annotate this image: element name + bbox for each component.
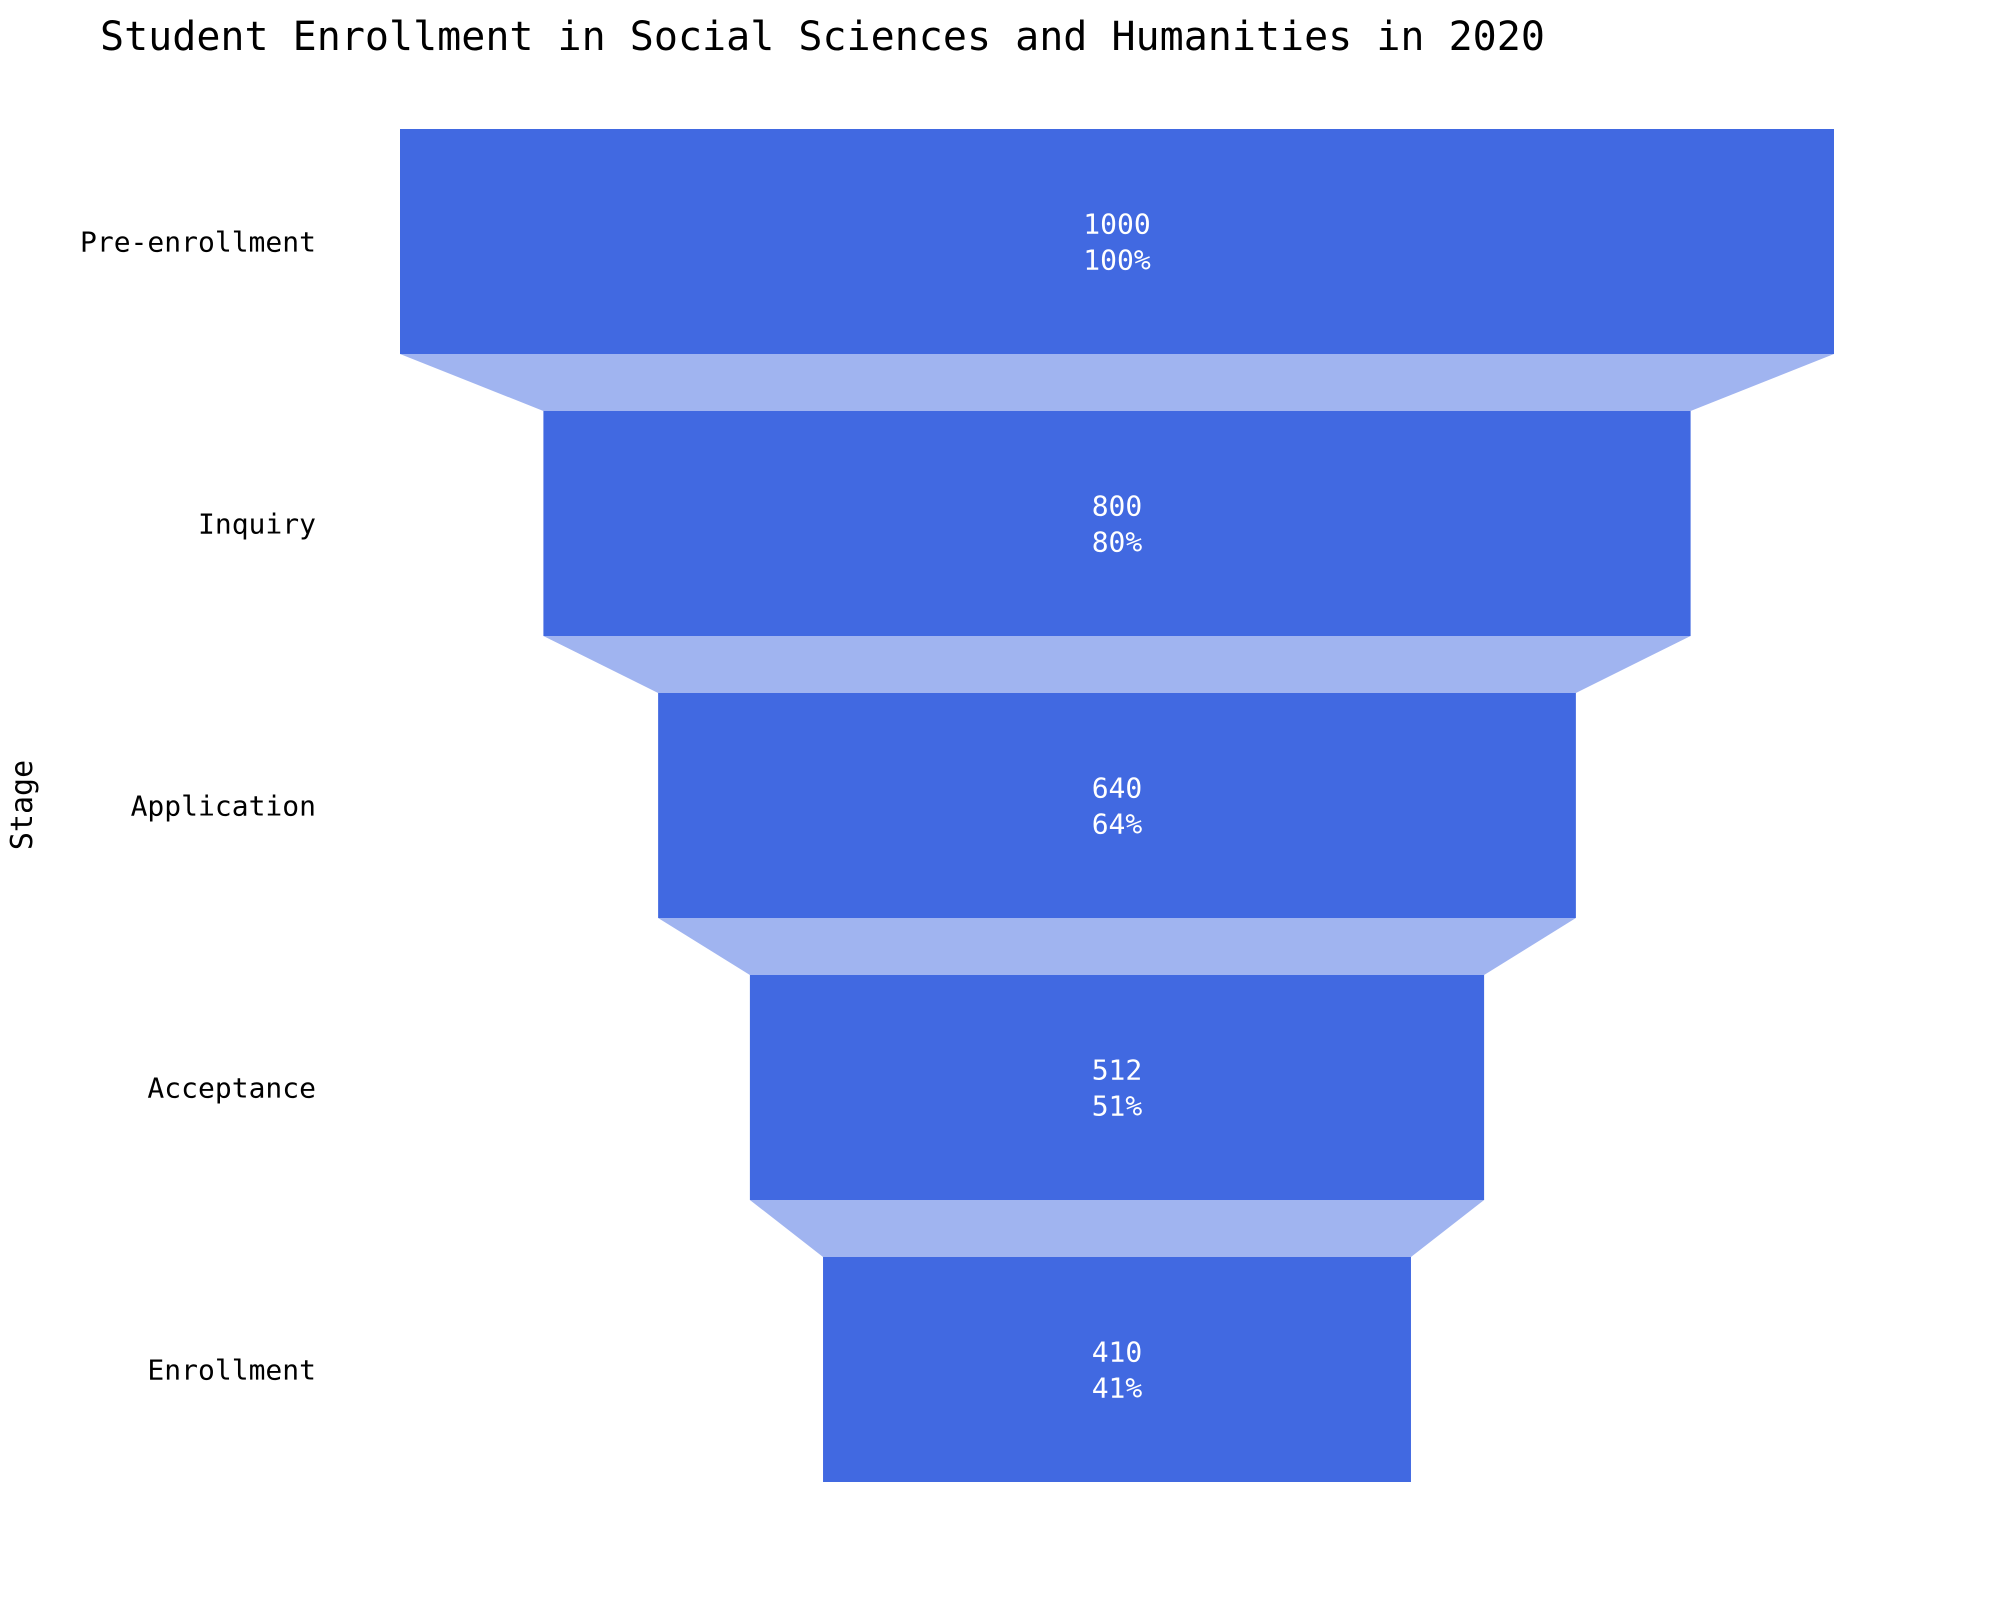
value-label: 512	[1092, 1054, 1143, 1087]
percent-label: 51%	[1092, 1090, 1143, 1123]
stage-tick-label: Acceptance	[147, 1072, 316, 1105]
funnel-bar	[400, 129, 1834, 354]
funnel-connector	[543, 636, 1691, 693]
percent-label: 80%	[1092, 526, 1143, 559]
funnel-bars	[400, 129, 1834, 1482]
funnel-connector	[749, 1200, 1485, 1257]
funnel-connector	[658, 918, 1576, 975]
value-label: 1000	[1083, 208, 1150, 241]
stage-tick-label: Pre-enrollment	[80, 226, 316, 259]
funnel-bar	[749, 975, 1485, 1200]
percent-label: 41%	[1092, 1372, 1143, 1405]
y-axis-label: Stage	[5, 760, 40, 850]
stage-tick-labels: Pre-enrollment Inquiry Application Acceptan…	[80, 226, 316, 1387]
stage-tick-label: Enrollment	[147, 1354, 316, 1387]
chart-title: Student Enrollment in Social Sciences an…	[100, 14, 1545, 60]
stage-tick-label: Inquiry	[198, 508, 316, 541]
value-label: 410	[1092, 1336, 1143, 1369]
percent-label: 64%	[1092, 808, 1143, 841]
funnel-bar	[823, 1257, 1411, 1482]
stage-tick-label: Application	[131, 790, 316, 823]
funnel-bar	[543, 411, 1691, 636]
value-label: 800	[1092, 490, 1143, 523]
funnel-bar	[658, 693, 1576, 918]
value-label: 640	[1092, 772, 1143, 805]
funnel-connector	[400, 354, 1834, 411]
funnel-connectors	[400, 354, 1834, 1257]
percent-label: 100%	[1083, 244, 1151, 277]
